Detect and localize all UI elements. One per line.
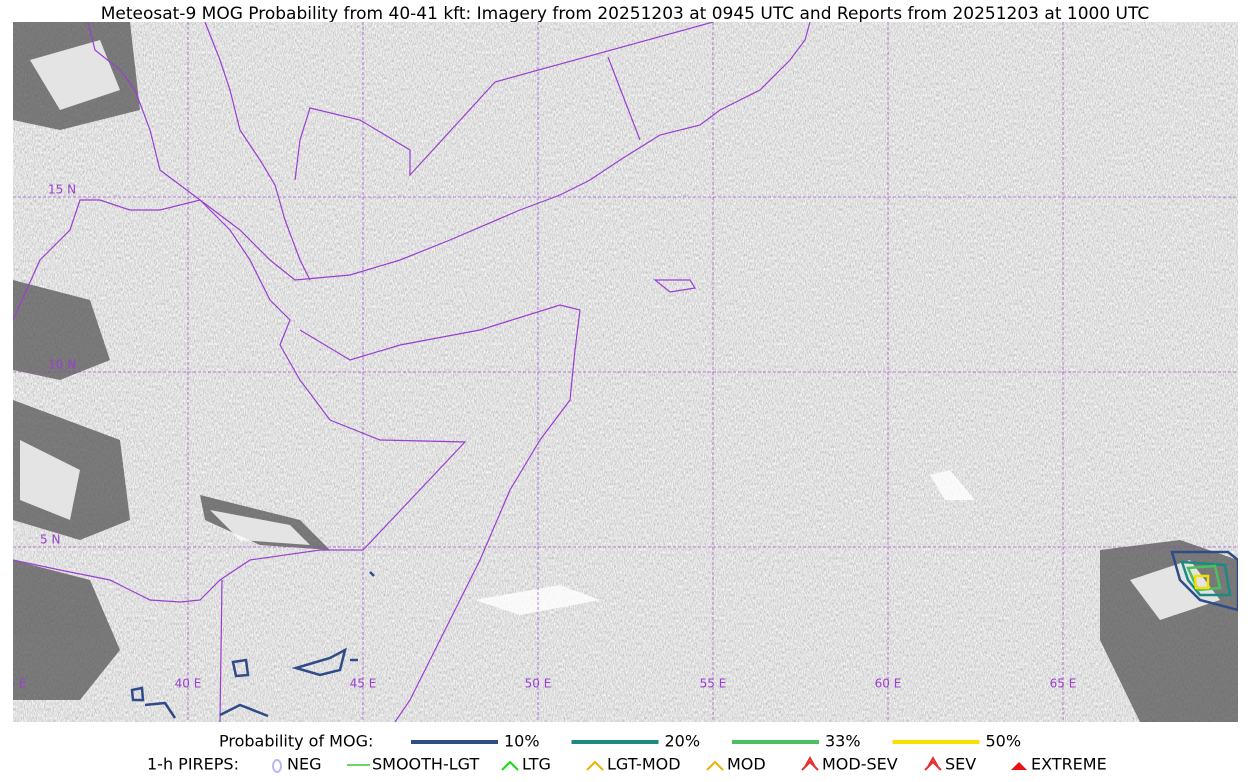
lon-label: 40 E [175, 677, 202, 691]
legend-label: LGT-MOD [607, 755, 681, 774]
legend-title: 1-h PIREPS: [147, 755, 239, 774]
map: 15 N 10 N 5 N 35 E 40 E 45 E 50 E 55 E 60 E 65 E [0, 22, 1238, 722]
lon-label: 65 E [1050, 677, 1077, 691]
lat-label: 5 N [40, 533, 60, 547]
pirep-symbol [501, 760, 519, 771]
pirep-symbol [706, 760, 724, 771]
legend-label: 20% [665, 732, 701, 751]
pirep-symbol [924, 755, 942, 771]
pirep-symbol [272, 759, 282, 773]
legend-label: 10% [504, 732, 540, 751]
legend-label: SEV [945, 755, 976, 774]
pirep-symbol [801, 755, 819, 771]
grid [13, 22, 1238, 722]
lat-label: 15 N [48, 183, 76, 197]
lat-label: 10 N [48, 358, 76, 372]
lon-label: 60 E [875, 677, 902, 691]
lon-label: 45 E [350, 677, 377, 691]
lon-label: 50 E [525, 677, 552, 691]
legend-label: MOD-SEV [822, 755, 898, 774]
legend: Probability of MOG: 10% 20% 33% 50% 1-h PIREP… [147, 732, 1107, 774]
pirep-symbol [1011, 762, 1027, 770]
legend-label: SMOOTH-LGT [372, 755, 479, 774]
grid-labels: 15 N 10 N 5 N 35 E 40 E 45 E 50 E 55 E 60 E 65 E [0, 183, 1077, 691]
legend-label: 33% [825, 732, 861, 751]
legend-label: MOD [727, 755, 766, 774]
mog-contours [130, 550, 1238, 719]
legend-label: 50% [986, 732, 1022, 751]
coastlines [13, 22, 811, 722]
legend-label: LTG [522, 755, 551, 774]
lon-label: 55 E [700, 677, 727, 691]
lon-label: 35 E [0, 677, 26, 691]
bright-clouds [20, 40, 1220, 620]
legend-title: Probability of MOG: [219, 732, 373, 751]
legend-label: NEG [287, 755, 321, 774]
pirep-symbol [586, 760, 604, 771]
title: Meteosat-9 MOG Probability from 40-41 kf… [101, 4, 1150, 24]
legend-label: EXTREME [1031, 755, 1107, 774]
